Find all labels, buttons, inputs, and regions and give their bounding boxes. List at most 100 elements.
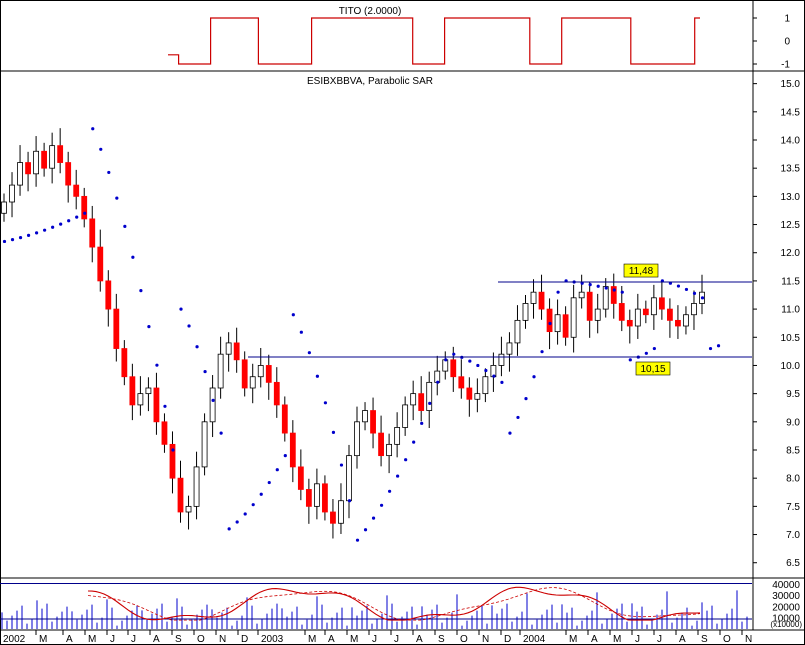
candle <box>161 413 168 453</box>
candle <box>658 280 665 320</box>
candle <box>241 351 248 397</box>
candle <box>650 284 657 330</box>
candle <box>217 336 224 399</box>
sar-dot <box>379 503 384 507</box>
candle <box>137 376 144 416</box>
sar-dot <box>155 363 159 367</box>
price-tick-label: 12.5 <box>781 220 801 231</box>
candle <box>33 136 39 187</box>
candle <box>386 433 393 474</box>
candle <box>530 279 537 319</box>
sar-dot <box>620 290 624 294</box>
sar-dot <box>195 345 199 349</box>
candle <box>434 355 441 396</box>
candle <box>57 128 64 174</box>
candle <box>667 298 673 338</box>
candle <box>370 397 376 449</box>
candle <box>378 415 384 467</box>
sar-dot <box>75 215 79 219</box>
candle <box>41 142 48 177</box>
candle <box>338 483 344 534</box>
sar-dot <box>67 219 71 223</box>
candle <box>289 420 296 483</box>
resistance-label: 11,48 <box>629 266 654 277</box>
x-tick-label: M <box>613 634 621 645</box>
candle <box>610 273 617 319</box>
sar-dot <box>596 284 600 288</box>
volume-oscillator-signal <box>87 587 701 621</box>
sar-dot <box>107 170 111 175</box>
price-tick-label: 11.0 <box>781 305 800 316</box>
sar-dot <box>331 430 336 435</box>
sar-dot <box>323 401 328 405</box>
sar-dot <box>219 431 223 435</box>
candle <box>506 332 513 372</box>
x-tick-label: J <box>635 634 640 645</box>
volume-oscillator <box>87 586 701 621</box>
x-axis: 2002 M A M J J A S O N D 2003 M A M J J A S O N D 2004 M A M J J A S O… <box>0 630 752 645</box>
sar-dot <box>51 225 55 229</box>
sar-dot <box>676 284 681 288</box>
sar-dot <box>131 255 135 259</box>
candle <box>458 359 465 399</box>
candle <box>586 281 593 338</box>
indicator-panel: TITO (2.0000) 1 0 -1 <box>168 6 790 71</box>
sar-dot <box>556 290 560 294</box>
candle <box>602 278 609 318</box>
x-tick-label: S <box>438 634 445 645</box>
price-tick-label: 12.0 <box>781 248 801 259</box>
price-title: ESIBXBBVA, Parabolic SAR <box>307 76 433 87</box>
candle <box>578 274 585 309</box>
x-tick-label: A <box>66 634 73 645</box>
candle <box>265 354 272 400</box>
indicator-tick-label: -1 <box>781 60 790 71</box>
support-label: 10,15 <box>640 364 665 375</box>
volume-tick-label: 20000 <box>772 602 800 613</box>
sar-dot <box>548 321 552 326</box>
x-tick-label: J <box>110 634 115 645</box>
sar-dot <box>307 351 311 355</box>
candle <box>97 229 104 292</box>
price-tick-label: 8.0 <box>786 474 800 485</box>
candle <box>313 468 320 520</box>
candle <box>626 309 633 344</box>
candle <box>281 396 288 442</box>
sar-dot <box>347 499 352 503</box>
candle <box>490 352 497 392</box>
candle <box>691 290 697 330</box>
price-tick-label: 8.5 <box>786 446 800 457</box>
candle <box>514 305 521 356</box>
candle <box>49 132 56 184</box>
candle <box>177 460 184 523</box>
candle <box>65 151 72 203</box>
sar-dot <box>115 196 119 200</box>
x-tick-label: J <box>372 634 377 645</box>
sar-dot <box>227 527 231 531</box>
candle <box>113 293 120 362</box>
sar-dot <box>299 330 303 334</box>
x-tick-label: 2002 <box>3 634 26 645</box>
candle <box>305 478 312 524</box>
candle <box>201 413 208 476</box>
candle <box>362 402 368 431</box>
x-tick-label: S <box>701 634 708 645</box>
sar-dot <box>452 352 456 356</box>
sar-dot <box>532 375 536 379</box>
sar-dot <box>267 480 271 485</box>
indicator-title: TITO (2.0000) <box>339 6 402 17</box>
sar-dot <box>420 421 424 425</box>
price-tick-label: 14.0 <box>781 136 801 147</box>
indicator-line <box>168 17 700 65</box>
x-tick-label: M <box>569 634 577 645</box>
sar-dot <box>412 440 416 444</box>
candle <box>538 274 545 320</box>
sar-dot <box>612 288 616 292</box>
sar-dot <box>339 463 344 467</box>
candle <box>193 451 200 520</box>
candle <box>562 306 569 346</box>
candle <box>442 351 449 380</box>
sar-dot <box>291 313 295 317</box>
candle <box>402 396 409 436</box>
candle <box>466 377 473 417</box>
